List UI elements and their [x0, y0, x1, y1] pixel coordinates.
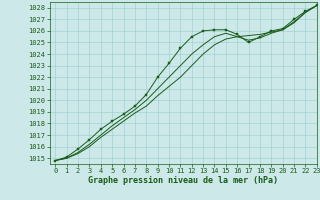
- X-axis label: Graphe pression niveau de la mer (hPa): Graphe pression niveau de la mer (hPa): [88, 176, 278, 185]
